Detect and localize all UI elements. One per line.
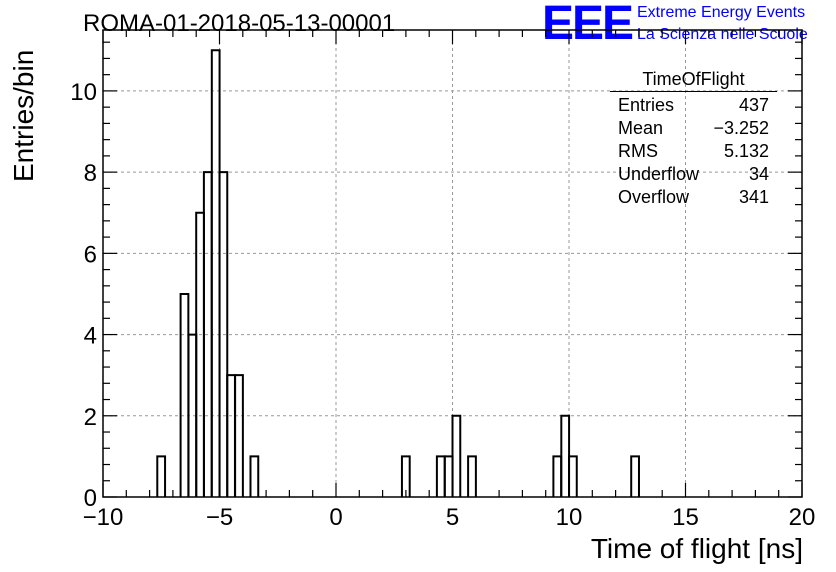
stats-label: RMS: [618, 141, 658, 161]
histogram-bin: [210, 49, 221, 497]
x-tick-label: 15: [672, 504, 699, 531]
x-tick-label: −10: [83, 504, 124, 531]
stats-label: Entries: [618, 95, 675, 115]
stats-row-entries: Entries 437: [610, 94, 777, 117]
histogram-bin: [560, 414, 571, 497]
stats-row-mean: Mean −3.252: [610, 117, 777, 140]
y-tick-label: 8: [84, 160, 97, 187]
stats-row-overflow: Overflow 341: [610, 186, 777, 209]
histogram-bin: [156, 455, 167, 497]
stats-box: TimeOfFlight Entries 437 Mean −3.252 RMS…: [610, 68, 777, 209]
y-tick-label: 4: [84, 323, 97, 350]
stats-title: TimeOfFlight: [610, 68, 777, 92]
stats-value: 341: [738, 187, 769, 207]
histogram-bin: [451, 414, 462, 497]
eee-logo: EEE: [542, 0, 634, 50]
x-tick-label: 10: [556, 504, 583, 531]
x-tick-label: 5: [446, 504, 459, 531]
x-tick-label: −5: [206, 504, 233, 531]
y-tick-label: 10: [70, 79, 97, 106]
histogram-bin: [179, 292, 190, 497]
histogram-bin: [443, 455, 454, 497]
stats-label: Mean: [618, 118, 664, 138]
y-tick-label: 6: [84, 241, 97, 268]
stats-value: 437: [738, 95, 769, 115]
chart-title: ROMA-01-2018-05-13-00001: [83, 10, 396, 37]
stats-label: Underflow: [618, 164, 700, 184]
stats-value: 5.132: [723, 141, 769, 161]
histogram-bin: [552, 455, 563, 497]
stats-label: Overflow: [618, 187, 690, 207]
histogram-bin: [435, 455, 446, 497]
x-tick-label: 0: [329, 504, 342, 531]
logo-line-1: Extreme Energy Events: [637, 4, 806, 21]
stats-row-rms: RMS 5.132: [610, 140, 777, 163]
y-tick-label: 2: [84, 404, 97, 431]
stats-row-underflow: Underflow 34: [610, 163, 777, 186]
histogram-bin: [226, 374, 236, 497]
histogram-bin: [400, 455, 411, 497]
y-tick-label: 0: [84, 485, 97, 512]
histogram-bin: [195, 211, 205, 497]
histogram-bin: [249, 455, 260, 497]
x-axis-label: Time of flight [ns]: [590, 533, 803, 564]
histogram-bin: [630, 455, 640, 497]
histogram-bin: [234, 374, 244, 497]
histogram-bin: [568, 455, 578, 497]
stats-value: 34: [748, 164, 769, 184]
x-tick-label: 20: [789, 504, 816, 531]
stats-value: −3.252: [713, 118, 769, 138]
histogram-bin: [218, 171, 229, 497]
histogram-bin: [467, 455, 477, 497]
